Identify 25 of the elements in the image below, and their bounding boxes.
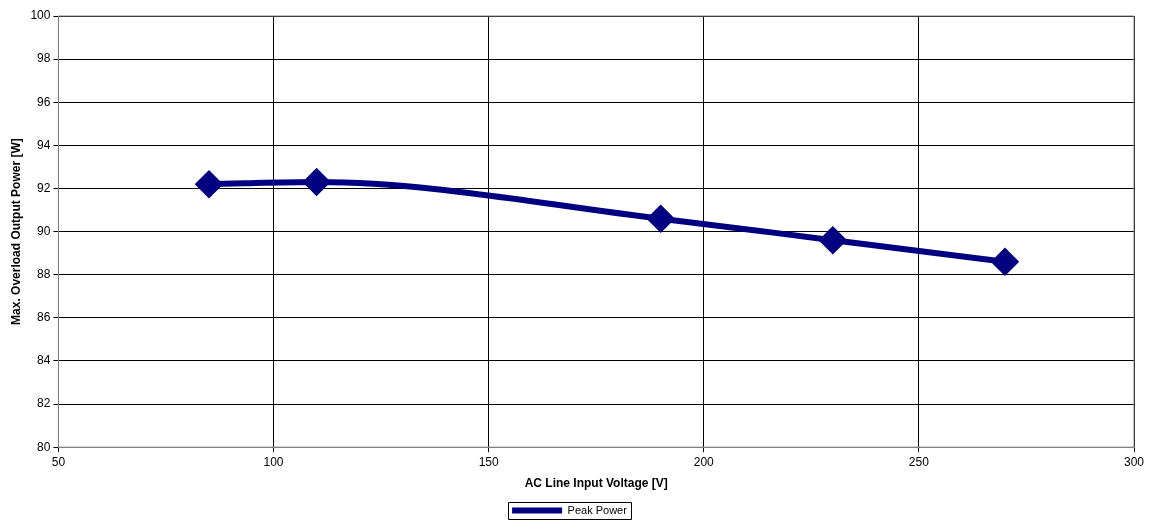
y-axis-title: Max. Overload Output Power [W] (8, 138, 23, 325)
x-axis-title: AC Line Input Voltage [V] (524, 476, 668, 491)
point (991, 248, 1018, 275)
x-tick-label: 250 (908, 454, 930, 469)
x-tick-label: 50 (51, 454, 66, 469)
point (647, 205, 674, 232)
point (303, 169, 330, 196)
y-tick-label: 80 (37, 439, 51, 454)
x-tick-label: 300 (1123, 454, 1145, 469)
x-tick-label: 150 (478, 454, 499, 469)
legend-label: Peak Power (567, 503, 628, 516)
y-tick-label: 88 (37, 267, 51, 282)
y-tick-label: 90 (37, 223, 51, 238)
y-tick-label: 96 (37, 94, 51, 109)
y-tick-label: 100 (30, 8, 51, 23)
y-tick-label: 86 (37, 310, 51, 325)
x-tick-label: 100 (263, 454, 284, 469)
point (819, 227, 846, 254)
point (196, 171, 222, 198)
y-tick-label: 92 (37, 180, 51, 195)
y-tick-label: 82 (37, 396, 51, 411)
y-tick-label: 84 (37, 353, 51, 368)
y-tick-label: 98 (37, 51, 51, 66)
x-tick-label: 200 (693, 454, 715, 469)
y-tick-label: 94 (37, 137, 51, 152)
